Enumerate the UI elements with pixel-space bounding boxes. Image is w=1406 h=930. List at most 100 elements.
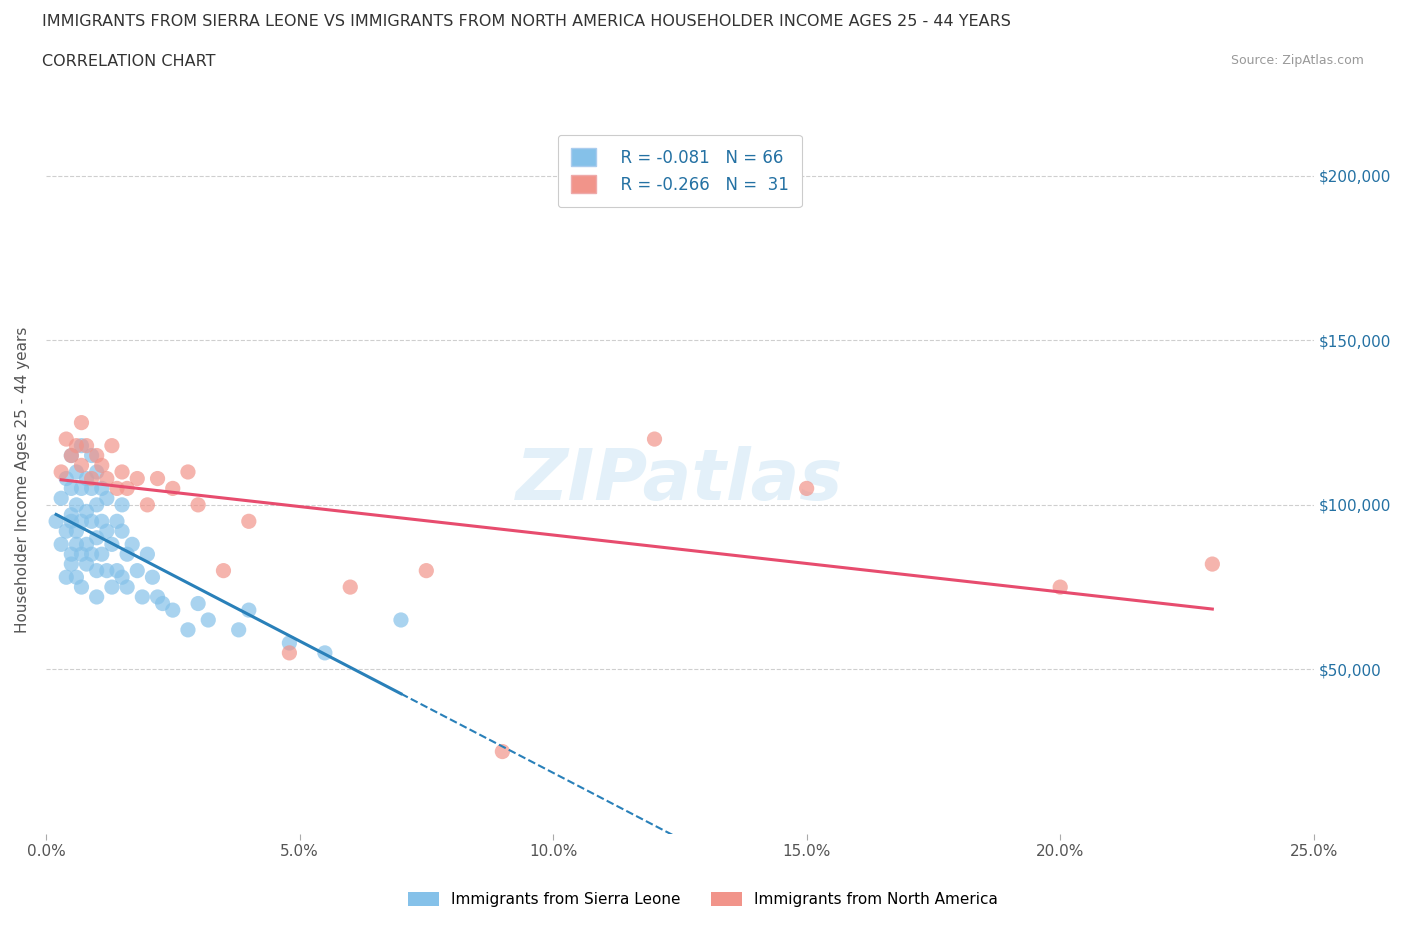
Point	[96, 564, 118, 578]
Point	[90, 481, 112, 496]
Point	[55, 472, 77, 486]
Point	[141, 570, 163, 585]
Point	[76, 472, 98, 486]
Point	[76, 504, 98, 519]
Point	[96, 524, 118, 538]
Point	[1201, 557, 1223, 572]
Point	[51, 537, 73, 551]
Point	[162, 481, 184, 496]
Point	[105, 514, 128, 529]
Point	[65, 570, 87, 585]
Point	[70, 514, 93, 529]
Point	[115, 547, 138, 562]
Point	[127, 472, 149, 486]
Point	[177, 622, 200, 637]
Point	[80, 472, 103, 486]
Point	[111, 570, 134, 585]
Point	[70, 458, 93, 472]
Point	[70, 579, 93, 594]
Point	[197, 613, 219, 628]
Point	[127, 564, 149, 578]
Point	[238, 514, 260, 529]
Point	[60, 448, 83, 463]
Point	[136, 498, 159, 512]
Point	[76, 438, 98, 453]
Point	[70, 547, 93, 562]
Point	[101, 579, 124, 594]
Point	[278, 635, 301, 650]
Point	[60, 481, 83, 496]
Point	[60, 507, 83, 522]
Point	[65, 464, 87, 479]
Point	[45, 514, 67, 529]
Point	[51, 491, 73, 506]
Point	[55, 570, 77, 585]
Point	[105, 564, 128, 578]
Point	[146, 472, 169, 486]
Point	[278, 645, 301, 660]
Point	[70, 438, 93, 453]
Legend:   R = -0.081   N = 66,   R = -0.266   N =  31: R = -0.081 N = 66, R = -0.266 N = 31	[558, 135, 801, 207]
Point	[162, 603, 184, 618]
Point	[86, 464, 108, 479]
Point	[115, 481, 138, 496]
Text: CORRELATION CHART: CORRELATION CHART	[42, 54, 215, 69]
Point	[152, 596, 174, 611]
Point	[80, 547, 103, 562]
Point	[389, 613, 412, 628]
Point	[76, 557, 98, 572]
Point	[177, 464, 200, 479]
Point	[90, 458, 112, 472]
Point	[212, 564, 235, 578]
Point	[76, 537, 98, 551]
Point	[115, 579, 138, 594]
Point	[55, 524, 77, 538]
Y-axis label: Householder Income Ages 25 - 44 years: Householder Income Ages 25 - 44 years	[15, 327, 30, 633]
Point	[101, 438, 124, 453]
Point	[70, 481, 93, 496]
Point	[80, 514, 103, 529]
Point	[314, 645, 336, 660]
Point	[228, 622, 250, 637]
Point	[60, 547, 83, 562]
Point	[80, 481, 103, 496]
Text: IMMIGRANTS FROM SIERRA LEONE VS IMMIGRANTS FROM NORTH AMERICA HOUSEHOLDER INCOME: IMMIGRANTS FROM SIERRA LEONE VS IMMIGRAN…	[42, 14, 1011, 29]
Point	[121, 537, 143, 551]
Point	[65, 438, 87, 453]
Point	[70, 415, 93, 430]
Point	[86, 564, 108, 578]
Point	[238, 603, 260, 618]
Legend: Immigrants from Sierra Leone, Immigrants from North America: Immigrants from Sierra Leone, Immigrants…	[402, 885, 1004, 913]
Text: Source: ZipAtlas.com: Source: ZipAtlas.com	[1230, 54, 1364, 67]
Point	[111, 524, 134, 538]
Point	[111, 464, 134, 479]
Point	[105, 481, 128, 496]
Point	[60, 557, 83, 572]
Point	[65, 537, 87, 551]
Point	[60, 514, 83, 529]
Point	[644, 432, 666, 446]
Point	[131, 590, 153, 604]
Point	[146, 590, 169, 604]
Point	[111, 498, 134, 512]
Point	[187, 498, 209, 512]
Point	[86, 530, 108, 545]
Point	[101, 537, 124, 551]
Point	[51, 464, 73, 479]
Point	[1049, 579, 1071, 594]
Point	[86, 590, 108, 604]
Point	[86, 448, 108, 463]
Point	[136, 547, 159, 562]
Point	[65, 524, 87, 538]
Point	[96, 472, 118, 486]
Point	[796, 481, 818, 496]
Point	[96, 491, 118, 506]
Point	[86, 498, 108, 512]
Point	[55, 432, 77, 446]
Point	[415, 564, 437, 578]
Point	[80, 448, 103, 463]
Point	[339, 579, 361, 594]
Point	[65, 498, 87, 512]
Point	[187, 596, 209, 611]
Point	[491, 744, 513, 759]
